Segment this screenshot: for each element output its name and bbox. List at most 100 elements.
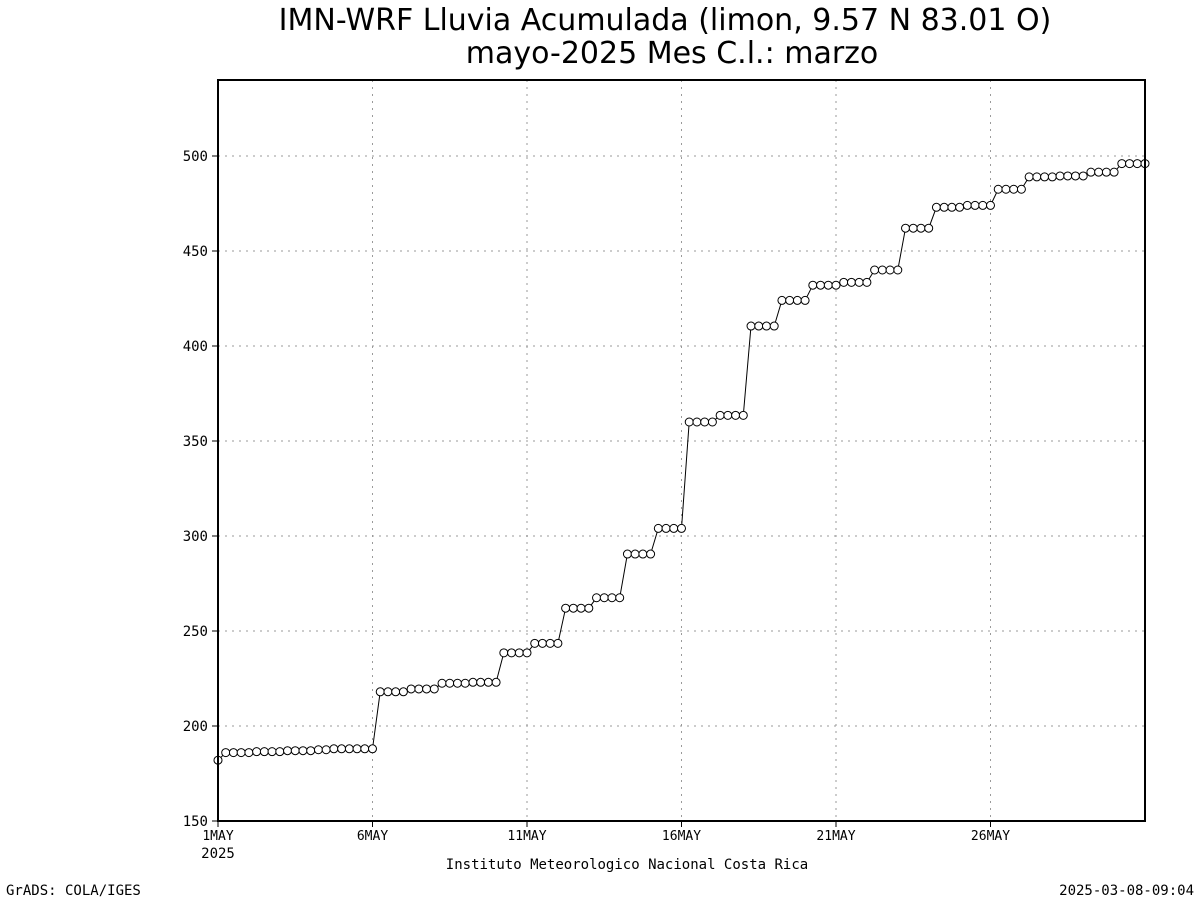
data-point [1024,172,1034,182]
data-point [684,417,694,427]
data-point [537,638,547,648]
data-point [298,746,308,756]
data-point [592,593,602,603]
data-point [646,549,656,559]
data-point [761,321,771,331]
data-point [406,684,416,694]
data-point [638,549,648,559]
data-point [329,744,339,754]
data-point [846,277,856,287]
data-point [661,523,671,533]
data-point [777,295,787,305]
footer-left: GrADS: COLA/IGES [6,883,141,899]
data-point [360,744,370,754]
data-point [1040,172,1050,182]
data-point [970,200,980,210]
data-point [228,748,238,758]
data-point [939,202,949,212]
data-point [738,410,748,420]
x-tick-label: 26MAY [971,829,1010,844]
data-point [615,593,625,603]
data-point [731,410,741,420]
data-point [707,417,717,427]
data-point [1109,167,1119,177]
x-axis-label: Instituto Meteorologico Nacional Costa R… [446,857,808,873]
data-point [653,523,663,533]
data-point [344,744,354,754]
data-point [808,280,818,290]
y-tick-label: 300 [183,529,208,545]
data-point [383,687,393,697]
data-point [1101,167,1111,177]
data-point [306,746,316,756]
data-point [1125,159,1135,169]
data-point [792,295,802,305]
data-point [622,549,632,559]
data-point [947,202,957,212]
x-tick-label: 16MAY [662,829,701,844]
data-point [978,200,988,210]
data-point [816,280,826,290]
data-point [962,200,972,210]
data-point [275,747,285,757]
data-point [1117,159,1127,169]
data-point [1070,171,1080,181]
data-point [754,321,764,331]
data-point [1132,159,1142,169]
data-point [955,202,965,212]
data-point [931,202,941,212]
data-point [769,321,779,331]
data-point [1032,172,1042,182]
data-point [1094,167,1104,177]
data-point [893,265,903,275]
data-point [290,746,300,756]
data-point [1086,167,1096,177]
y-tick-label: 250 [183,624,208,640]
data-point [483,677,493,687]
data-point [352,744,362,754]
data-point [746,321,756,331]
data-point [1016,184,1026,194]
data-point [986,200,995,210]
data-point [901,223,911,233]
data-point [854,277,864,287]
data-point [321,745,331,755]
data-point [862,277,872,287]
data-point [823,280,833,290]
axis-labels: 150 200 250 300 350 400 450 500 1MAY 2025 6MAY 11MA… [183,149,1011,862]
data-point [630,549,640,559]
grid-lines [218,80,1145,821]
data-point [259,747,269,757]
data-point [800,295,810,305]
data-point [785,295,795,305]
data-point [1063,171,1073,181]
data-point [831,280,841,290]
data-point [870,265,880,275]
data-point [1009,184,1019,194]
footer-right: 2025-03-08-09:04 [1059,883,1194,899]
y-tick-label: 500 [183,149,208,165]
x-tick-label: 21MAY [816,829,855,844]
data-point [391,687,401,697]
data-point [607,593,617,603]
y-tick-label: 400 [183,339,208,355]
data-point [993,184,1003,194]
data-point [576,603,586,613]
data-point [545,638,555,648]
data-point [429,684,439,694]
x-tick-label: 11MAY [507,829,546,844]
data-point [267,747,277,757]
data-point [561,603,571,613]
data-point [491,677,501,687]
data-point [1047,172,1057,182]
data-point [553,638,563,648]
data-point [877,265,887,275]
data-point [414,684,424,694]
data-point [375,687,385,697]
data-point [445,678,455,688]
series-line [217,163,1145,761]
data-point [885,265,895,275]
data-point [599,593,609,603]
data-point [700,417,710,427]
